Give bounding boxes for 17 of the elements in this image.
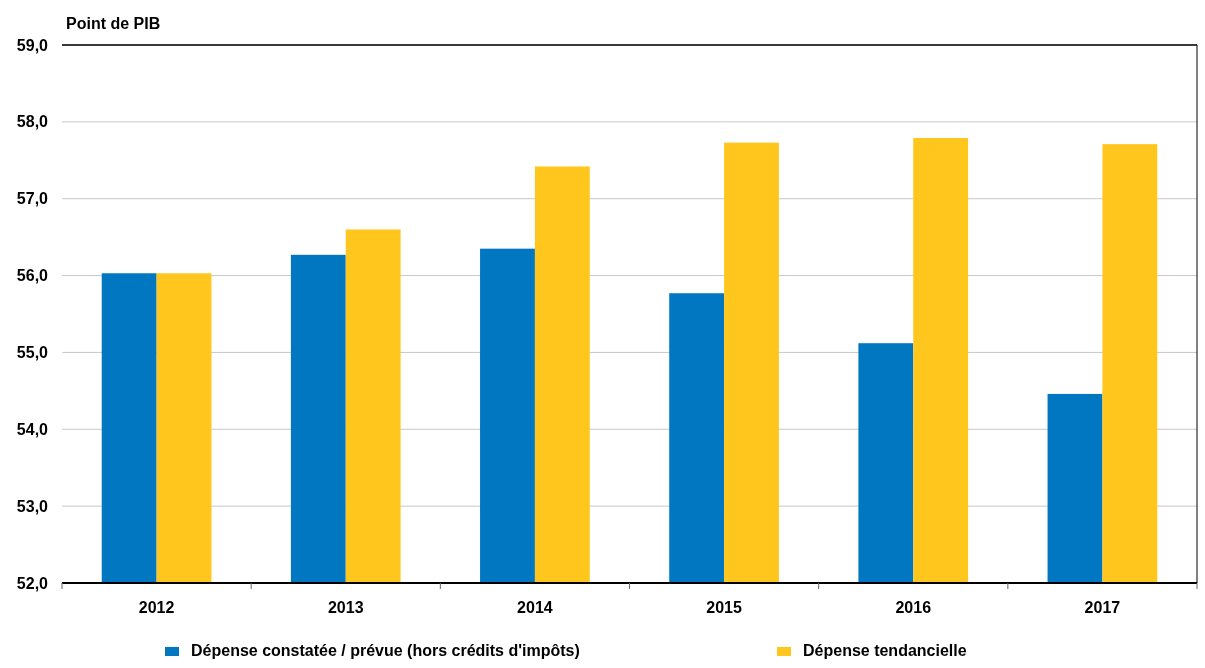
x-tick-label: 2012: [138, 599, 175, 616]
legend-label: Dépense constatée / prévue (hors crédits d'impôts): [191, 642, 580, 659]
x-tick-label: 2013: [327, 599, 364, 616]
y-tick-label: 56,0: [16, 267, 49, 285]
x-tick-label: 2014: [517, 599, 553, 616]
y-tick-label: 55,0: [16, 344, 49, 362]
y-tick-label: 58,0: [16, 113, 49, 131]
x-tick-label: 2017: [1084, 599, 1121, 616]
y-axis-title: Point de PIB: [66, 15, 161, 32]
y-tick-label: 52,0: [16, 574, 49, 592]
y-tick-label: 53,0: [16, 497, 49, 515]
legend-label: Dépense tendancielle: [803, 642, 967, 659]
x-tick-label: 2015: [706, 599, 742, 616]
y-tick-label: 57,0: [16, 190, 49, 208]
y-tick-label: 59,0: [16, 36, 49, 54]
y-tick-label: 54,0: [16, 420, 49, 438]
x-tick-label: 2016: [895, 599, 932, 616]
